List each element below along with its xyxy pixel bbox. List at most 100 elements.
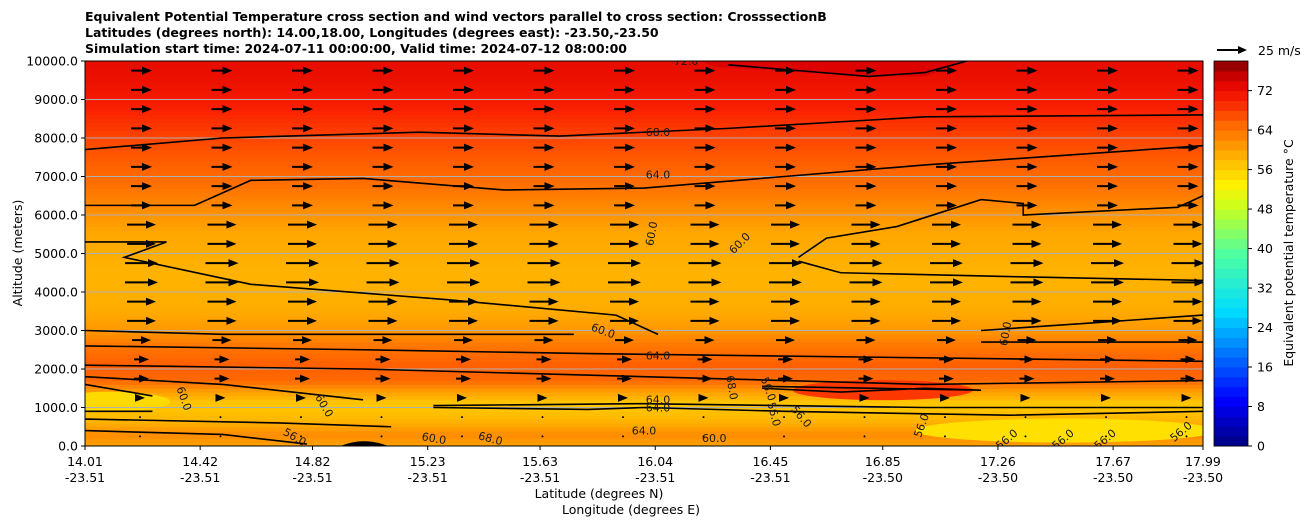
wind-vector-head xyxy=(226,297,237,306)
wind-vector xyxy=(775,66,796,75)
filled-contour-band xyxy=(85,357,1203,362)
wind-vector-head xyxy=(625,105,635,114)
wind-vector xyxy=(849,259,883,268)
wind-vector-head xyxy=(303,105,313,114)
wind-vector-head xyxy=(953,259,963,268)
wind-vector xyxy=(375,355,391,364)
wind-vector xyxy=(292,124,313,133)
colorbar-segment xyxy=(1214,436,1248,447)
wind-vector-head xyxy=(383,66,394,75)
wind-vector-head xyxy=(470,259,480,268)
x-tick-label-longitude: -23.50 xyxy=(978,470,1018,485)
wind-vector-head xyxy=(307,220,317,229)
filled-contour-band xyxy=(85,345,1203,351)
wind-vector-head xyxy=(464,162,474,171)
colorbar-segment xyxy=(1214,218,1248,230)
x-tick-label-longitude: -23.51 xyxy=(520,470,560,485)
filled-contour-band xyxy=(85,419,1203,424)
wind-vector xyxy=(690,239,720,248)
colorbar-segment xyxy=(1214,396,1248,408)
wind-vector xyxy=(368,220,398,229)
x-tick-label-latitude: 14.82 xyxy=(295,454,331,469)
wind-vector xyxy=(855,201,877,210)
wind-vector-head xyxy=(146,316,156,325)
wind-vector xyxy=(211,162,233,171)
colorbar-segment xyxy=(1214,238,1248,250)
filled-contour-band xyxy=(85,195,1203,201)
filled-contour-band xyxy=(85,91,1203,97)
colorbar-segment xyxy=(1214,120,1248,131)
wind-vector-head xyxy=(383,201,394,210)
filled-contour-band xyxy=(85,157,1203,162)
wind-vector-head xyxy=(698,393,709,402)
wind-vector xyxy=(372,124,394,133)
wind-vector-head xyxy=(1181,393,1192,402)
wind-vector-head xyxy=(625,143,635,152)
wind-vector xyxy=(1091,259,1124,268)
wind-vector xyxy=(1024,416,1027,419)
wind-vector-head xyxy=(1194,278,1203,287)
colorbar-tick-label: 48 xyxy=(1257,202,1273,217)
filled-contour-band xyxy=(85,434,1203,439)
y-tick-label: 10000.0 xyxy=(26,54,78,69)
wind-vector-head xyxy=(303,201,313,210)
y-tick-label: 0.0 xyxy=(58,439,78,454)
wind-vector-head xyxy=(622,374,632,383)
filled-contour-band xyxy=(85,372,1203,378)
wind-vector xyxy=(288,220,317,229)
contour-line xyxy=(433,406,1203,417)
filled-contour-band xyxy=(85,376,1203,382)
wind-vector-head xyxy=(1108,105,1118,114)
colorbar-segment xyxy=(1214,70,1248,82)
filled-contour-band xyxy=(85,138,1203,143)
wind-vector-head xyxy=(625,124,635,133)
wind-vector-head xyxy=(786,124,796,133)
filled-contour-band xyxy=(85,322,1203,328)
plot-area: 72.068.064.060.0 60.060.0 60.064.064.064.0… xyxy=(85,61,1203,446)
filled-contour-band xyxy=(85,199,1203,205)
wind-vector xyxy=(930,259,963,268)
wind-vector xyxy=(851,239,881,248)
x-tick-label-latitude: 14.42 xyxy=(182,454,218,469)
wind-vector xyxy=(533,143,555,152)
wind-vector-head xyxy=(1112,297,1122,306)
wind-vector-head xyxy=(142,143,152,152)
wind-vector-head xyxy=(783,374,793,383)
wind-vector-head xyxy=(303,85,313,94)
wind-vector xyxy=(863,416,866,419)
contour-line xyxy=(798,195,1203,259)
x-tick-label-latitude: 16.45 xyxy=(753,454,789,469)
colorbar-label: Equivalent potential temperature °C xyxy=(1281,139,1296,367)
contour-line xyxy=(728,61,968,78)
y-tick-label: 3000.0 xyxy=(34,323,78,338)
contour-line xyxy=(761,385,982,393)
wind-vector xyxy=(859,393,870,402)
wind-vector xyxy=(694,143,716,152)
wind-vector xyxy=(211,182,233,191)
quiver-key: 25 m/s xyxy=(1217,43,1301,58)
wind-vector xyxy=(292,201,313,210)
wind-vector-head xyxy=(702,355,713,364)
wind-vector xyxy=(694,85,716,94)
wind-vector xyxy=(1181,393,1192,402)
x-axis-label-longitude: Longitude (degrees E) xyxy=(562,502,700,517)
wind-vector xyxy=(372,201,394,210)
wind-vector xyxy=(932,239,961,248)
wind-vector-head xyxy=(863,374,874,383)
wind-vector xyxy=(380,435,383,438)
wind-vector xyxy=(690,316,720,325)
wind-vector-head xyxy=(940,393,950,402)
x-tick-label-longitude: -23.51 xyxy=(750,470,790,485)
wind-vector-head xyxy=(226,220,237,229)
y-axis-label: Altitude (meters) xyxy=(10,200,25,307)
wind-vector-head xyxy=(544,143,555,152)
wind-vector xyxy=(932,220,961,229)
wind-vector-head xyxy=(859,393,870,402)
wind-vector xyxy=(930,278,963,287)
y-tick-label: 2000.0 xyxy=(34,362,78,377)
wind-vector-head xyxy=(300,355,310,364)
filled-contour-band xyxy=(85,303,1203,308)
wind-vector xyxy=(688,278,722,287)
wind-vector xyxy=(936,85,957,94)
filled-contour-band xyxy=(85,265,1203,270)
